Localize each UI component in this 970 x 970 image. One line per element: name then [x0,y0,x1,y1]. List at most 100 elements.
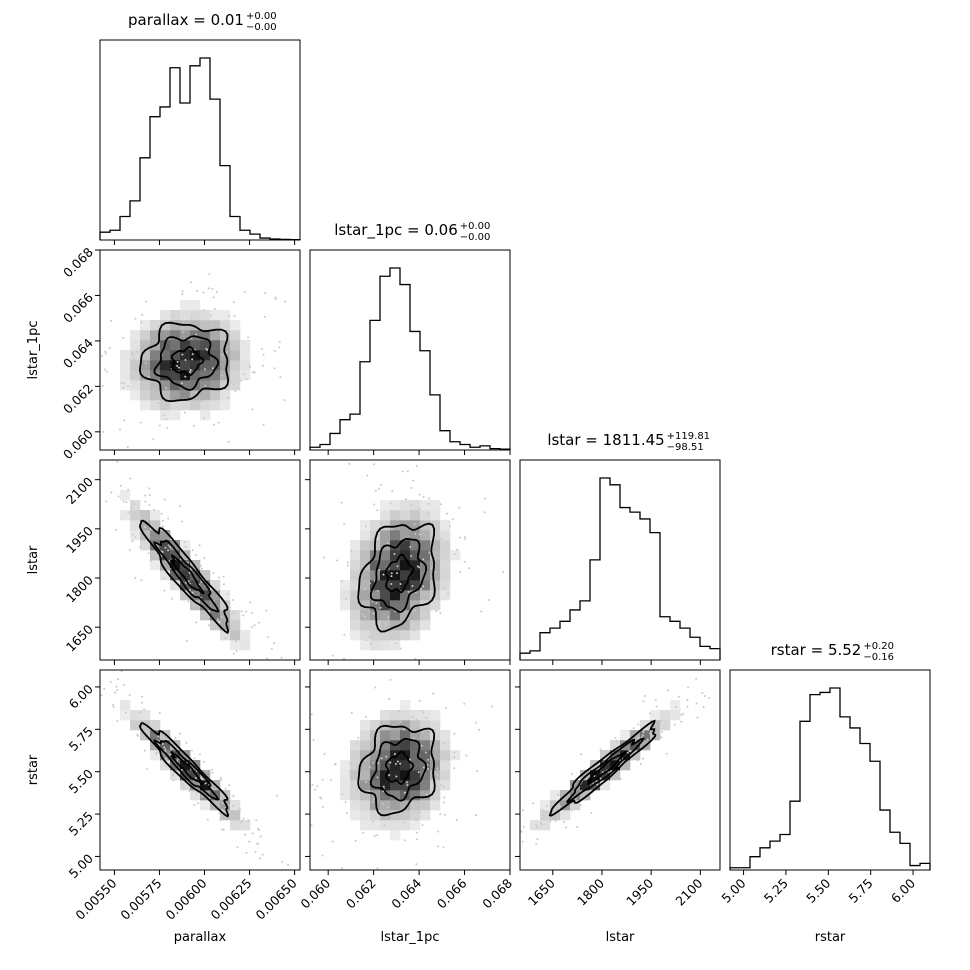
sample-point [422,585,425,588]
panel-lstar-vs-parallax: 1650 1800 1950 2100 [63,459,301,665]
sample-point [322,556,325,559]
density-cell [400,550,411,561]
sample-point [416,838,419,841]
density-cell [160,740,171,751]
density-cell [400,620,411,631]
sample-point [108,347,111,350]
sample-point [443,813,446,816]
sample-point [590,811,593,814]
density-cell [160,530,171,541]
density-cell [210,320,221,331]
sample-point [203,368,206,371]
sample-point [262,423,265,426]
sample-point [321,778,324,781]
density-cell [420,500,431,511]
sample-point [373,834,376,837]
sample-point [211,771,214,774]
sample-point [176,360,179,363]
density-cell [400,610,411,621]
sample-point [674,706,677,709]
density-cell [180,330,191,341]
density-cell [410,760,421,771]
sample-point [463,702,466,705]
density-cell [360,800,371,811]
y-tick-label: 1950 [63,523,96,556]
axes-frame [99,459,301,661]
sample-point [637,723,640,726]
density-cell [410,770,421,781]
sample-point [231,804,234,807]
density-cell [430,570,441,581]
sample-point [453,756,456,759]
sample-point [115,685,118,688]
sample-point [125,501,128,504]
density-cell [350,760,361,771]
density-cell [230,370,241,381]
sample-point [224,637,227,640]
sample-point [677,695,680,698]
density-cell [340,600,351,611]
density-contour [138,519,230,635]
sample-point [440,537,443,540]
sample-point [334,763,337,766]
sample-point [349,762,352,765]
density-cell [130,340,141,351]
sample-point [157,735,160,738]
sample-point [146,520,149,523]
histogram-lstar_1pc [309,267,511,450]
sample-point [210,768,213,771]
sample-point [629,729,632,732]
histogram-lstar [519,477,721,660]
sample-point [453,732,456,735]
density-cell [420,800,431,811]
sample-point [273,642,276,645]
density-cell [380,510,391,521]
sample-point [476,770,479,773]
sample-point [219,819,222,822]
sample-point [341,867,344,870]
sample-point [132,503,135,506]
sample-point [195,391,198,394]
density-cell [430,500,441,511]
sample-point [396,565,399,568]
sample-point [167,549,170,552]
density-cell [440,550,451,561]
density-cell [200,320,211,331]
hist-panel-rstar: rstar = 5.52 +0.20−0.16 [729,641,931,875]
sample-point [402,711,405,714]
density-cell [440,530,451,541]
sample-point [262,353,265,356]
sample-point [131,352,134,355]
density-cell [150,730,161,741]
density-cell [400,790,411,801]
sample-point [453,751,456,754]
sample-point [148,376,151,379]
density-cell [230,380,241,391]
density-cell [210,340,221,351]
sample-point [234,640,237,643]
density-cell [410,750,421,761]
density-cell [130,350,141,361]
density-cell [180,780,191,791]
y-tick-label: 1650 [63,622,96,655]
density-cell [220,390,231,401]
density-cell [400,700,411,711]
sample-point [372,612,375,615]
sample-point [183,411,186,414]
sample-point [178,505,181,508]
sample-point [152,438,155,441]
sample-point [210,314,213,317]
density-cell [140,710,151,721]
sample-point [219,816,222,819]
sample-point [184,545,187,548]
sample-point [427,502,430,505]
density-cell [430,510,441,521]
density-cell [150,350,161,361]
sample-point [278,346,281,349]
density-cell [550,790,561,801]
sample-point [331,840,334,843]
density-cell [240,340,251,351]
density-cell [660,720,671,731]
density-cell [160,550,171,561]
density-cell [150,320,161,331]
